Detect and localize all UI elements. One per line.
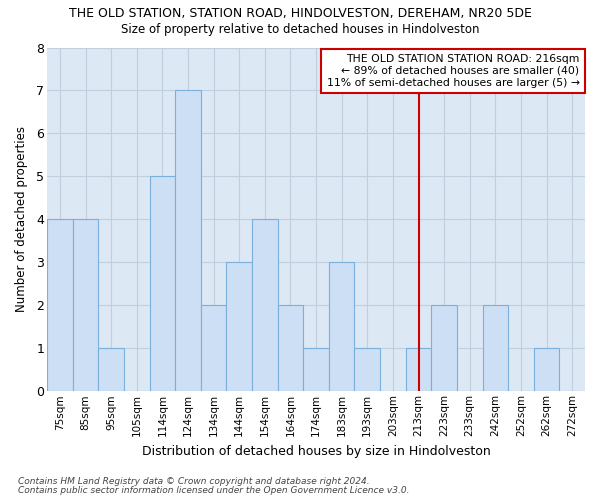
Bar [278, 306, 303, 392]
Text: Contains public sector information licensed under the Open Government Licence v3: Contains public sector information licen… [18, 486, 409, 495]
X-axis label: Distribution of detached houses by size in Hindolveston: Distribution of detached houses by size … [142, 444, 490, 458]
Bar [355, 348, 380, 392]
Bar [226, 262, 252, 392]
Bar [406, 348, 431, 392]
Y-axis label: Number of detached properties: Number of detached properties [15, 126, 28, 312]
Bar [175, 90, 201, 392]
Bar [47, 220, 73, 392]
Bar [303, 348, 329, 392]
Text: Contains HM Land Registry data © Crown copyright and database right 2024.: Contains HM Land Registry data © Crown c… [18, 477, 370, 486]
Text: Size of property relative to detached houses in Hindolveston: Size of property relative to detached ho… [121, 22, 479, 36]
Text: THE OLD STATION STATION ROAD: 216sqm
← 89% of detached houses are smaller (40)
1: THE OLD STATION STATION ROAD: 216sqm ← 8… [326, 54, 580, 88]
Bar [201, 306, 226, 392]
Text: THE OLD STATION, STATION ROAD, HINDOLVESTON, DEREHAM, NR20 5DE: THE OLD STATION, STATION ROAD, HINDOLVES… [68, 8, 532, 20]
Bar [482, 306, 508, 392]
Bar [252, 220, 278, 392]
Bar [73, 220, 98, 392]
Bar [534, 348, 559, 392]
Bar [329, 262, 355, 392]
Bar [149, 176, 175, 392]
Bar [431, 306, 457, 392]
Bar [98, 348, 124, 392]
